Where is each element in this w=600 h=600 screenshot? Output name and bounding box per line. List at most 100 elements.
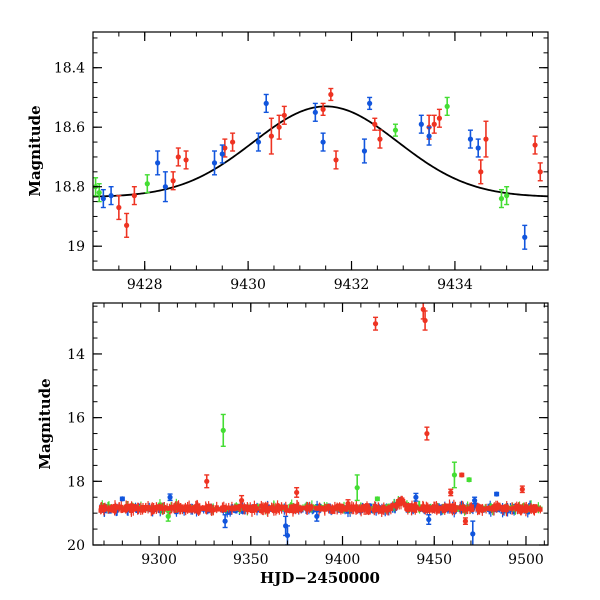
x-tick-label: 9300 bbox=[141, 552, 177, 568]
bottom-x-axis-label: HJD−2450000 bbox=[260, 569, 380, 587]
red-point bbox=[422, 317, 428, 324]
red-baseline-point bbox=[443, 504, 449, 510]
blue-baseline-point bbox=[511, 509, 517, 514]
red-baseline-point bbox=[183, 504, 188, 509]
red-baseline-point bbox=[396, 499, 401, 504]
green-point bbox=[96, 190, 102, 196]
red-baseline-point bbox=[329, 505, 335, 511]
red-point bbox=[131, 193, 137, 199]
y-tick-label: 18 bbox=[67, 474, 85, 490]
blue-point bbox=[108, 193, 114, 199]
green-point bbox=[504, 193, 510, 199]
red-baseline-point bbox=[533, 504, 538, 509]
red-baseline-point bbox=[384, 508, 389, 513]
red-point bbox=[448, 489, 454, 496]
red-baseline-point bbox=[528, 506, 534, 511]
red-baseline-point bbox=[459, 506, 464, 511]
red-baseline-point bbox=[357, 506, 362, 511]
red-baseline-point bbox=[435, 509, 441, 514]
red-point bbox=[431, 121, 437, 127]
blue-point bbox=[100, 196, 106, 202]
red-baseline-point bbox=[502, 505, 508, 511]
green-point bbox=[451, 472, 458, 478]
red-baseline-point bbox=[465, 506, 470, 512]
red-baseline-point bbox=[195, 504, 201, 510]
red-baseline-point bbox=[308, 506, 313, 511]
blue-point bbox=[255, 139, 262, 145]
blue-point bbox=[219, 151, 225, 157]
red-baseline-point bbox=[388, 506, 394, 511]
red-baseline-point bbox=[238, 503, 243, 509]
red-baseline-point bbox=[248, 507, 254, 512]
top-panel: 9428 9430 9432 9434 18.4 18.6 18.8 19 Magnitud… bbox=[26, 31, 549, 293]
red-point bbox=[372, 121, 378, 127]
blue-point bbox=[418, 121, 424, 127]
red-baseline-point bbox=[229, 506, 235, 512]
red-baseline-point bbox=[295, 504, 300, 509]
bottom-plot-frame bbox=[92, 302, 549, 546]
red-baseline-point bbox=[409, 506, 414, 512]
red-baseline-point bbox=[469, 505, 474, 510]
bottom-data-points bbox=[98, 303, 543, 545]
red-baseline-point bbox=[366, 510, 371, 515]
red-baseline-point bbox=[531, 507, 536, 512]
red-baseline-point bbox=[334, 504, 339, 509]
blue-point bbox=[222, 518, 228, 524]
blue-point bbox=[367, 100, 373, 106]
red-baseline-point bbox=[263, 503, 269, 508]
top-model-curve-group bbox=[93, 105, 548, 198]
blue-point bbox=[470, 531, 476, 537]
red-point bbox=[124, 222, 130, 228]
blue-point bbox=[119, 496, 125, 502]
red-baseline-point bbox=[186, 507, 192, 512]
red-baseline-point bbox=[412, 508, 417, 513]
red-baseline-point bbox=[155, 504, 161, 509]
top-y-ticks: 18.4 18.6 18.8 19 bbox=[54, 37, 548, 262]
x-tick-label: 9428 bbox=[127, 277, 163, 293]
red-baseline-point bbox=[140, 504, 146, 510]
red-baseline-point bbox=[125, 503, 131, 509]
red-baseline-point bbox=[431, 505, 437, 510]
red-baseline-point bbox=[417, 506, 423, 512]
red-baseline-point bbox=[483, 506, 489, 511]
red-baseline-point bbox=[291, 507, 296, 513]
red-baseline-point bbox=[260, 507, 265, 512]
red-point bbox=[519, 486, 525, 492]
red-baseline-point bbox=[218, 507, 223, 512]
red-baseline-point bbox=[214, 505, 219, 510]
blue-point bbox=[314, 513, 320, 519]
red-baseline-point bbox=[324, 505, 330, 510]
red-baseline-point bbox=[420, 504, 425, 509]
red-point bbox=[372, 321, 379, 327]
green-point bbox=[498, 196, 505, 202]
red-point bbox=[294, 489, 300, 496]
model-curve bbox=[93, 105, 548, 198]
red-baseline-point bbox=[298, 507, 304, 512]
red-point bbox=[276, 124, 282, 130]
x-tick-label: 9400 bbox=[325, 552, 361, 568]
red-baseline-point bbox=[398, 500, 404, 506]
red-point bbox=[222, 145, 228, 151]
red-point bbox=[483, 136, 489, 142]
red-baseline-point bbox=[242, 504, 247, 509]
blue-point bbox=[494, 491, 500, 497]
blue-point bbox=[426, 516, 432, 523]
red-baseline-point bbox=[305, 504, 310, 509]
green-point bbox=[374, 496, 380, 502]
red-baseline-point bbox=[178, 504, 183, 510]
red-baseline-point bbox=[176, 503, 181, 509]
red-baseline-point bbox=[136, 506, 141, 511]
top-plot-frame bbox=[92, 31, 549, 271]
red-baseline-point bbox=[363, 506, 369, 511]
red-baseline-point bbox=[480, 507, 486, 512]
red-point bbox=[462, 518, 469, 524]
red-baseline-point bbox=[129, 508, 134, 513]
red-baseline-point bbox=[320, 505, 325, 511]
red-point bbox=[345, 501, 351, 507]
red-baseline-point bbox=[524, 504, 529, 509]
red-point bbox=[424, 430, 430, 437]
red-baseline-point bbox=[517, 507, 523, 512]
y-tick-label: 18.4 bbox=[54, 61, 85, 77]
red-baseline-point bbox=[354, 504, 359, 509]
bottom-y-ticks: 14 16 18 20 bbox=[67, 305, 548, 554]
